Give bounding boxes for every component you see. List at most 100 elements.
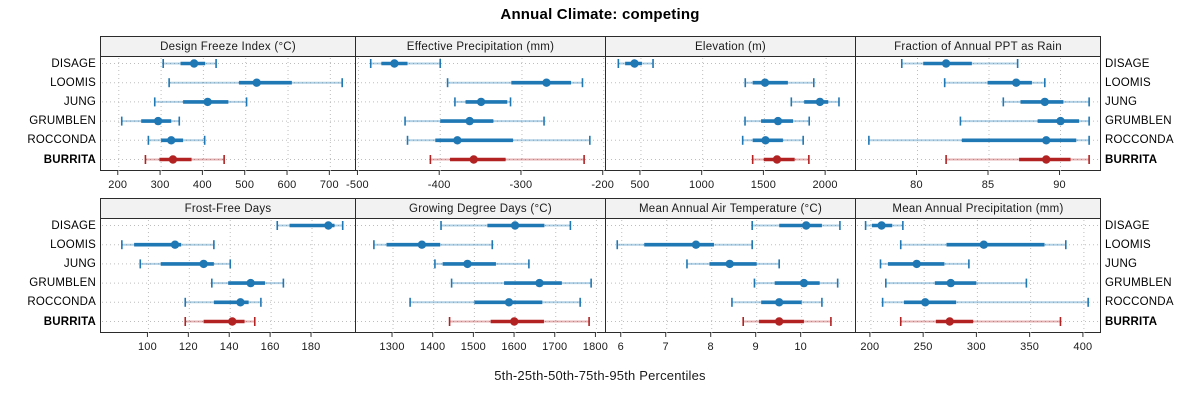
axis-tick-label: 6 bbox=[618, 341, 624, 353]
x-axis: -500 -400 -300 -200 bbox=[346, 171, 614, 195]
median-dot bbox=[773, 116, 783, 126]
axis-tick-label: 1600 bbox=[501, 341, 526, 353]
median-dot bbox=[535, 278, 544, 288]
series-jung bbox=[454, 97, 512, 107]
panel-strip-title: Design Freeze Index (°C) bbox=[100, 36, 356, 57]
median-dot bbox=[799, 278, 809, 288]
x-axis: 1300 1400 1500 1600 1700 1800 bbox=[355, 333, 608, 357]
panel-plot-area bbox=[605, 218, 856, 333]
axis-tick-label: 80 bbox=[910, 179, 923, 191]
series-burrita bbox=[742, 317, 832, 326]
series-burrita bbox=[144, 155, 225, 164]
median-dot bbox=[946, 278, 955, 288]
series-rocconda bbox=[731, 297, 823, 307]
series-grumblen bbox=[450, 278, 592, 288]
series-burrita bbox=[429, 155, 585, 164]
median-dot bbox=[476, 97, 486, 107]
axis-tick-label: 1500 bbox=[461, 341, 486, 353]
series-jung bbox=[879, 259, 970, 269]
site-label-burrita: BURRITA bbox=[1105, 315, 1158, 328]
median-dot bbox=[168, 155, 178, 164]
axis-tick-label: 85 bbox=[982, 179, 995, 191]
site-label-grumblen: GRUMBLEN bbox=[29, 115, 96, 128]
panel-plot-area bbox=[100, 218, 356, 333]
series-loomis bbox=[446, 78, 584, 88]
axis-tick-label: 160 bbox=[261, 341, 280, 353]
series-grumblen bbox=[211, 278, 285, 288]
median-dot bbox=[465, 116, 474, 126]
median-dot bbox=[630, 59, 639, 68]
axis-tick-label: -200 bbox=[591, 179, 614, 191]
median-dot bbox=[510, 317, 519, 326]
median-dot bbox=[1056, 116, 1065, 126]
axis-tick-label: 2000 bbox=[812, 179, 837, 191]
series-loomis bbox=[899, 240, 1067, 250]
median-dot bbox=[1040, 97, 1049, 107]
site-label-jung: JUNG bbox=[63, 95, 96, 108]
series-loomis bbox=[373, 240, 494, 250]
axis-tick-label: 1000 bbox=[689, 179, 714, 191]
median-dot bbox=[504, 298, 514, 307]
series-grumblen bbox=[885, 278, 1028, 288]
percentiles-caption: 5th-25th-50th-75th-95th Percentiles bbox=[494, 368, 706, 383]
series-disage bbox=[369, 59, 442, 68]
axis-tick-label: 250 bbox=[914, 341, 933, 353]
series-grumblen bbox=[959, 116, 1090, 126]
median-dot bbox=[1011, 78, 1021, 87]
series-loomis bbox=[943, 78, 1046, 88]
median-dot bbox=[510, 221, 520, 230]
x-axis: 200 250 300 350 400 bbox=[855, 333, 1101, 357]
axis-tick-label: 140 bbox=[220, 341, 239, 353]
panel-strip-title: Elevation (m) bbox=[605, 36, 856, 57]
series-rocconda bbox=[147, 135, 206, 145]
x-axis: 6 7 8 9 10 bbox=[605, 333, 856, 357]
median-dot bbox=[236, 298, 245, 307]
series-burrita bbox=[945, 155, 1090, 164]
site-label-burrita: BURRITA bbox=[43, 153, 96, 166]
site-label-loomis: LOOMIS bbox=[1105, 238, 1151, 251]
site-label-loomis: LOOMIS bbox=[50, 238, 96, 251]
series-jung bbox=[139, 259, 232, 269]
series-grumblen bbox=[753, 278, 839, 288]
axis-tick-label: 9 bbox=[753, 341, 759, 353]
series-loomis bbox=[616, 240, 753, 250]
site-label-rocconda: ROCCONDA bbox=[27, 134, 96, 147]
site-label-jung: JUNG bbox=[63, 257, 96, 270]
site-label-rocconda: ROCCONDA bbox=[27, 296, 96, 309]
axis-tick-label: 500 bbox=[630, 179, 649, 191]
panel-strip-title: Effective Precipitation (mm) bbox=[355, 36, 606, 57]
axis-tick-label: 200 bbox=[108, 179, 127, 191]
median-dot bbox=[542, 78, 551, 87]
site-label-disage: DISAGE bbox=[1105, 57, 1150, 70]
series-loomis bbox=[168, 78, 343, 88]
axis-tick-label: 400 bbox=[193, 179, 212, 191]
axis-tick-label: -300 bbox=[510, 179, 533, 191]
median-dot bbox=[1042, 155, 1051, 164]
median-dot bbox=[912, 259, 921, 269]
series-jung bbox=[790, 97, 840, 107]
panel-plot-area bbox=[355, 56, 606, 171]
site-label-jung: JUNG bbox=[1105, 95, 1138, 108]
axis-tick-label: 300 bbox=[151, 179, 170, 191]
panel-strip-title: Mean Annual Precipitation (mm) bbox=[855, 198, 1101, 219]
series-burrita bbox=[448, 317, 590, 326]
series-jung bbox=[153, 97, 248, 107]
median-dot bbox=[941, 59, 951, 68]
series-jung bbox=[686, 259, 780, 269]
axis-tick-label: 1500 bbox=[751, 179, 776, 191]
median-dot bbox=[725, 259, 734, 269]
axis-tick-label: 200 bbox=[860, 341, 879, 353]
median-dot bbox=[252, 78, 261, 87]
site-label-burrita: BURRITA bbox=[43, 315, 96, 328]
x-axis: 100 120 140 160 180 bbox=[100, 333, 356, 357]
axis-tick-label: 300 bbox=[967, 341, 986, 353]
series-rocconda bbox=[868, 135, 1090, 145]
series-rocconda bbox=[409, 297, 581, 307]
axis-tick-label: 600 bbox=[278, 179, 297, 191]
site-label-disage: DISAGE bbox=[51, 219, 96, 232]
site-label-grumblen: GRUMBLEN bbox=[1105, 115, 1172, 128]
series-disage bbox=[900, 59, 1019, 68]
series-jung bbox=[1002, 97, 1090, 107]
median-dot bbox=[774, 298, 784, 307]
